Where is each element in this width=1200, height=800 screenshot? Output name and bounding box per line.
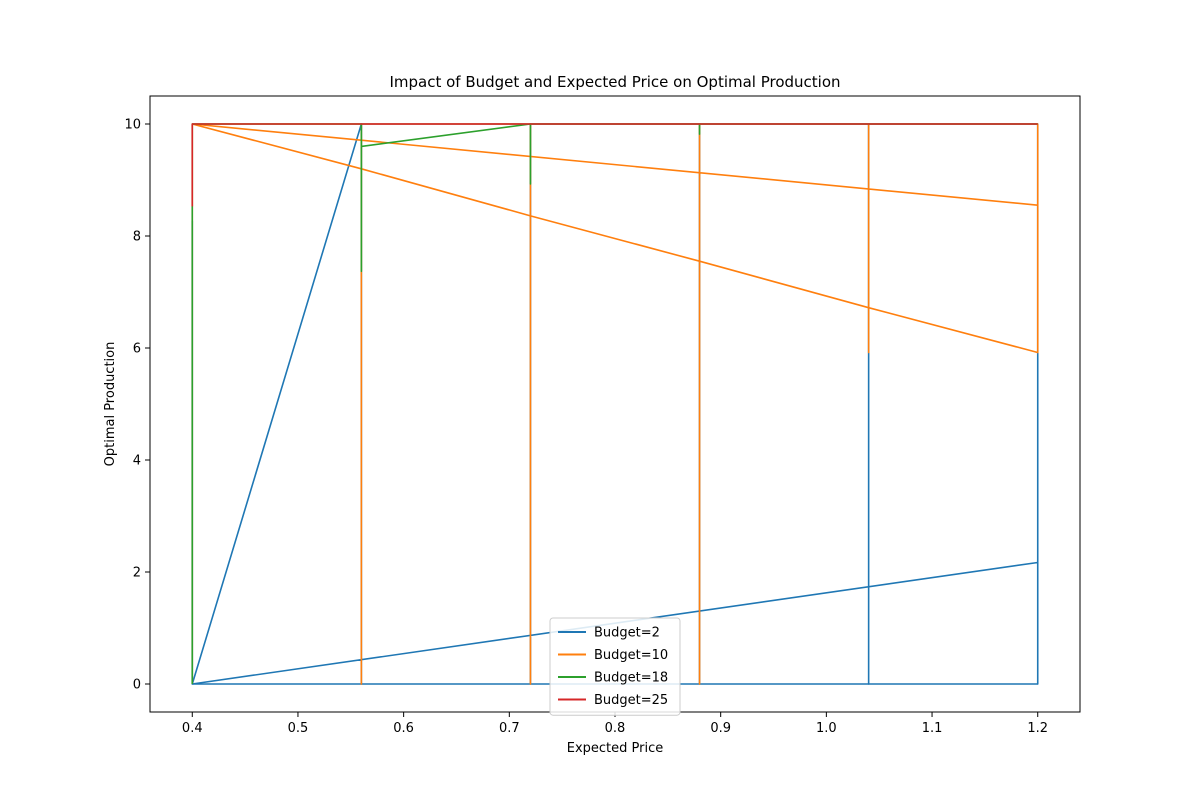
x-tick-label: 0.9 (710, 721, 731, 736)
x-tick-label: 0.6 (393, 721, 414, 736)
chart-title: Impact of Budget and Expected Price on O… (389, 73, 840, 91)
legend-entry: Budget=2 (594, 626, 660, 641)
x-tick-label: 0.5 (288, 721, 309, 736)
y-tick-label: 0 (133, 678, 141, 693)
legend: Budget=2 Budget=10 Budget=18 Budget=25 (549, 617, 681, 716)
x-tick-label: 0.8 (605, 721, 626, 736)
x-tick-label: 1.2 (1027, 721, 1048, 736)
y-tick-label: 8 (133, 230, 141, 245)
x-axis-label: Expected Price (567, 741, 664, 756)
y-tick-label: 4 (133, 454, 141, 469)
series-line-budget-25 (191, 123, 1038, 207)
plot-area (149, 95, 1081, 713)
x-tick-label: 1.0 (816, 721, 837, 736)
y-tick-label: 6 (133, 342, 141, 357)
legend-box (549, 617, 681, 716)
x-tick-label: 0.4 (182, 721, 203, 736)
x-tick-label: 0.7 (499, 721, 520, 736)
series-line-budget-10-trend (192, 123, 1038, 354)
y-tick-label: 10 (124, 118, 141, 133)
legend-entry: Budget=18 (594, 671, 668, 686)
axes-background (150, 96, 1080, 712)
x-tick-label: 1.1 (922, 721, 943, 736)
legend-entry: Budget=10 (594, 648, 668, 663)
y-axis-ticks: 0 2 4 6 8 10 (124, 118, 150, 693)
y-tick-label: 2 (133, 566, 141, 581)
y-axis-label: Optimal Production (103, 342, 118, 467)
series-line-budget-10 (191, 123, 1039, 685)
legend-entry: Budget=25 (594, 693, 668, 708)
series-group (191, 123, 1039, 685)
x-axis-ticks: 0.4 0.5 0.6 0.7 0.8 0.9 1.0 1.1 1.2 (182, 712, 1048, 736)
